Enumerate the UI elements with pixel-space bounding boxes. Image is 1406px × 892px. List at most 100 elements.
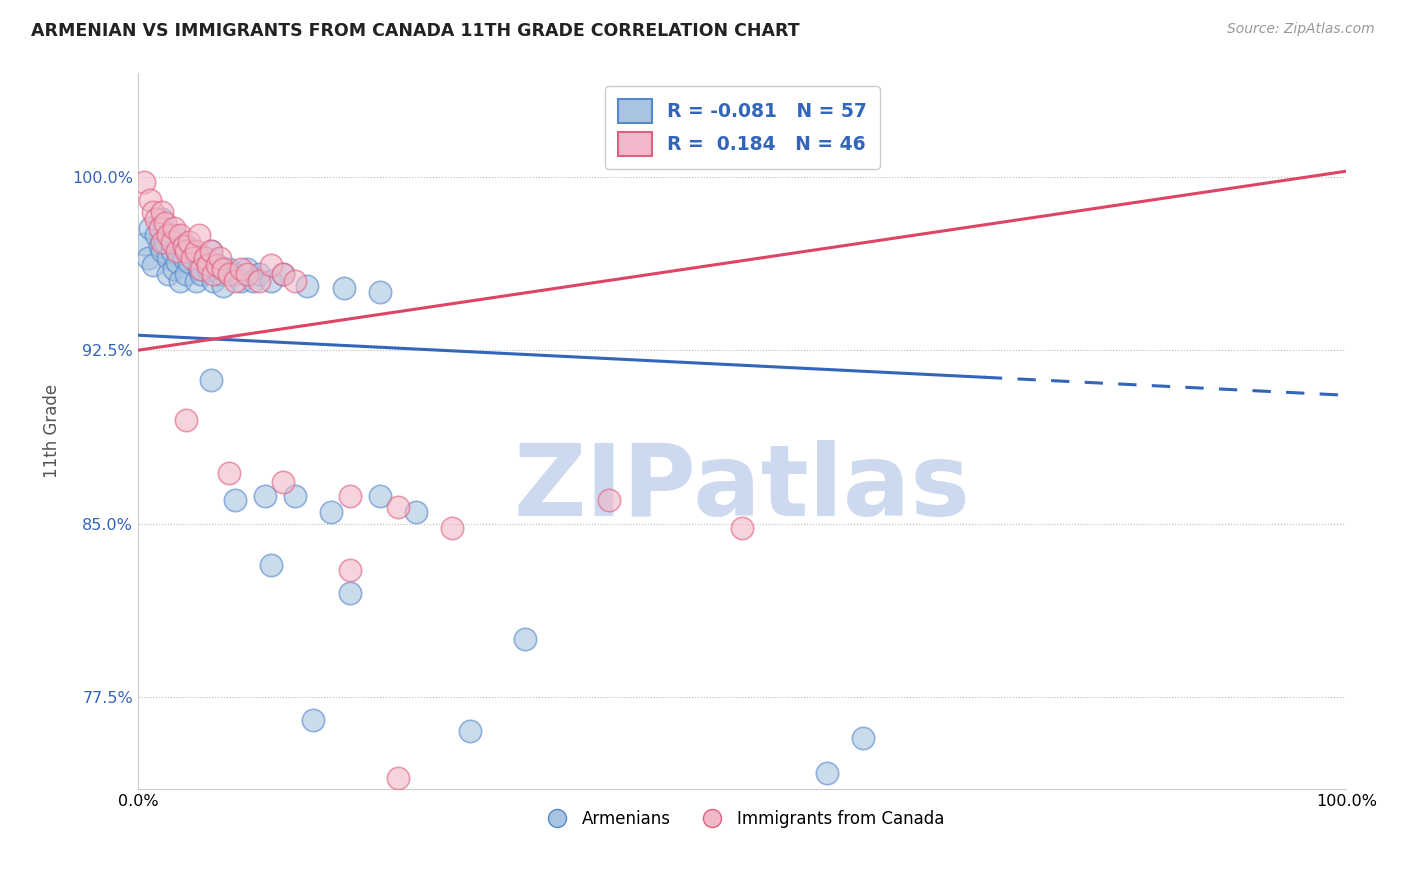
Text: ARMENIAN VS IMMIGRANTS FROM CANADA 11TH GRADE CORRELATION CHART: ARMENIAN VS IMMIGRANTS FROM CANADA 11TH … [31, 22, 800, 40]
Point [368, 489, 391, 503]
Point [163, 220, 186, 235]
Point [176, 412, 198, 426]
Point [218, 466, 240, 480]
Point [200, 373, 222, 387]
Point [211, 278, 233, 293]
Point [139, 220, 162, 235]
Point [176, 244, 198, 258]
Point [177, 255, 200, 269]
Point [271, 267, 294, 281]
Point [271, 267, 294, 281]
Point [253, 489, 276, 503]
Point [193, 251, 215, 265]
Point [441, 521, 464, 535]
Point [260, 258, 283, 272]
Point [815, 766, 838, 780]
Point [209, 251, 232, 265]
Point [181, 251, 204, 265]
Point [157, 251, 180, 265]
Y-axis label: 11th Grade: 11th Grade [44, 384, 60, 478]
Point [145, 211, 167, 226]
Point [190, 262, 212, 277]
Point [209, 267, 232, 281]
Point [339, 586, 361, 600]
Point [224, 274, 246, 288]
Point [136, 251, 159, 265]
Point [284, 489, 307, 503]
Point [150, 235, 173, 249]
Point [145, 227, 167, 242]
Point [731, 521, 754, 535]
Point [218, 262, 240, 277]
Point [163, 227, 186, 242]
Point [852, 731, 875, 746]
Point [190, 267, 212, 281]
Point [260, 558, 283, 573]
Point [134, 236, 156, 251]
Point [139, 193, 162, 207]
Point [387, 500, 409, 515]
Point [187, 227, 209, 242]
Point [460, 724, 482, 739]
Point [368, 285, 391, 300]
Point [173, 239, 195, 253]
Point [181, 244, 204, 258]
Point [187, 262, 209, 277]
Point [169, 274, 191, 288]
Point [387, 771, 409, 785]
Point [218, 267, 240, 281]
Point [321, 505, 343, 519]
Point [153, 216, 176, 230]
Point [176, 267, 198, 281]
Point [224, 267, 246, 281]
Point [150, 244, 173, 258]
Point [153, 235, 176, 249]
Point [150, 211, 173, 226]
Point [236, 262, 259, 277]
Point [142, 258, 165, 272]
Point [271, 475, 294, 489]
Point [224, 493, 246, 508]
Text: Source: ZipAtlas.com: Source: ZipAtlas.com [1227, 22, 1375, 37]
Point [202, 267, 225, 281]
Point [163, 262, 186, 277]
Point [284, 274, 307, 288]
Point [200, 244, 222, 258]
Point [598, 812, 620, 826]
Point [177, 235, 200, 249]
Point [339, 563, 361, 577]
Point [200, 244, 222, 258]
Text: ZIPatlas: ZIPatlas [513, 440, 970, 537]
Legend: Armenians, Immigrants from Canada: Armenians, Immigrants from Canada [533, 804, 952, 835]
Point [169, 227, 191, 242]
Point [157, 267, 180, 281]
Point [173, 251, 195, 265]
Point [149, 239, 172, 253]
Point [297, 278, 319, 293]
Point [184, 244, 207, 258]
Point [160, 244, 183, 258]
Point [169, 239, 191, 253]
Point [149, 220, 172, 235]
Point [142, 204, 165, 219]
Point [229, 262, 252, 277]
Point [229, 274, 252, 288]
Point [205, 258, 228, 272]
Point [160, 235, 183, 249]
Point [598, 493, 620, 508]
Point [260, 274, 283, 288]
Point [134, 175, 156, 189]
Point [332, 281, 354, 295]
Point [157, 227, 180, 242]
Point [184, 274, 207, 288]
Point [166, 255, 188, 269]
Point [205, 258, 228, 272]
Point [405, 505, 427, 519]
Point [202, 274, 225, 288]
Point [513, 632, 536, 646]
Point [247, 267, 270, 281]
Point [242, 274, 264, 288]
Point [197, 258, 219, 272]
Point [247, 274, 270, 288]
Point [339, 489, 361, 503]
